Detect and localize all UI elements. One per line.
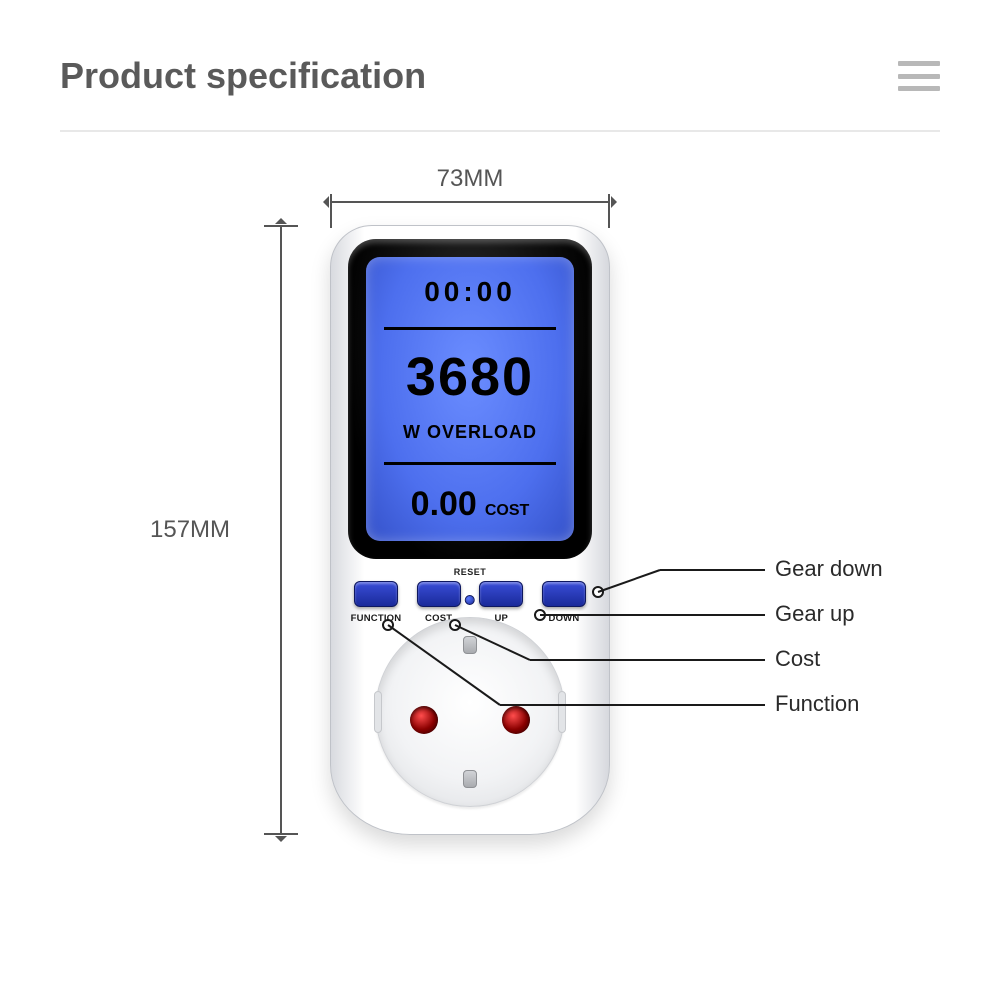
ground-pin-top — [463, 636, 477, 654]
screen-unit-line: W OVERLOAD — [374, 422, 566, 443]
screen-bezel: 00:00 3680 W OVERLOAD 0.00 COST — [348, 239, 592, 559]
reset-label: RESET — [454, 567, 487, 577]
up-button[interactable] — [479, 581, 523, 607]
cost-button[interactable] — [417, 581, 461, 607]
screen-main-value: 3680 — [374, 350, 566, 404]
height-label: 157MM — [150, 516, 230, 544]
page-title: Product specification — [60, 55, 426, 97]
screen-cost-value: 0.00 — [411, 485, 477, 524]
socket-hole-right — [502, 706, 530, 734]
socket-hole-left — [410, 706, 438, 734]
header: Product specification — [60, 55, 940, 97]
screen-time: 00:00 — [374, 276, 566, 308]
eu-socket — [375, 617, 565, 807]
width-dimension: 73MM — [330, 165, 610, 203]
screen-cost-label: COST — [485, 502, 529, 520]
socket-notch-left — [374, 691, 382, 733]
socket-notch-right — [558, 691, 566, 733]
lcd-screen: 00:00 3680 W OVERLOAD 0.00 COST — [366, 257, 574, 541]
callout-gear-down: Gear down — [775, 556, 883, 582]
function-button[interactable] — [354, 581, 398, 607]
down-button-label: DOWN — [549, 613, 580, 624]
function-button-label: FUNCTION — [351, 613, 402, 624]
callout-cost: Cost — [775, 646, 820, 672]
down-button[interactable] — [542, 581, 586, 607]
width-label: 73MM — [330, 165, 610, 193]
device: 00:00 3680 W OVERLOAD 0.00 COST RESET FU… — [330, 225, 610, 835]
header-divider — [60, 130, 940, 132]
menu-icon — [898, 61, 940, 91]
callout-gear-up: Gear up — [775, 601, 855, 627]
ground-pin-bottom — [463, 770, 477, 788]
callout-function: Function — [775, 691, 859, 717]
